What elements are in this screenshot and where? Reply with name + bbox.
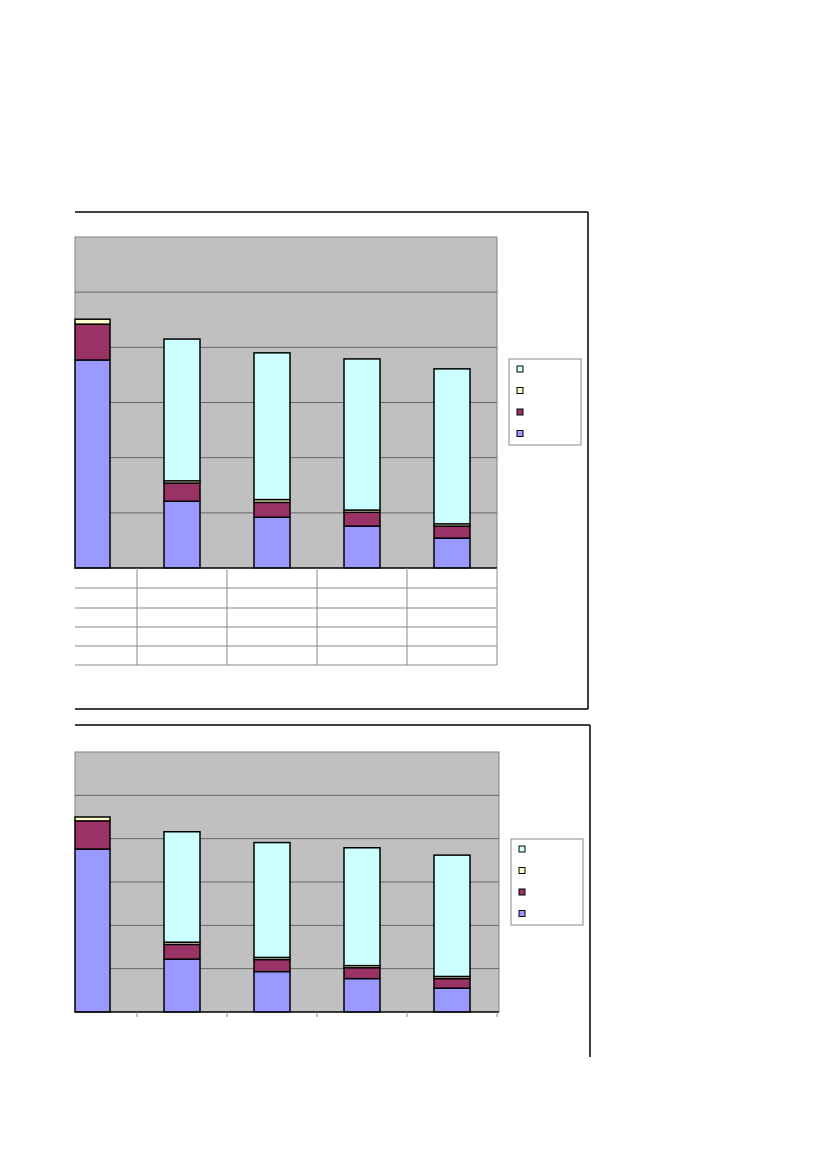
bar-segment-series-1 — [253, 970, 291, 1013]
bar-segment-series-2 — [343, 511, 381, 527]
bar-segment-series-1 — [343, 525, 381, 569]
legend-swatch-series-3 — [518, 867, 526, 874]
legend-swatch-series-2 — [516, 408, 524, 416]
legend-swatch-series-2 — [518, 888, 526, 896]
bar-segment-series-2 — [163, 943, 201, 960]
bar-segment-series-2 — [74, 323, 111, 361]
bar-segment-series-4 — [253, 352, 291, 501]
chart-2 — [74, 724, 591, 1057]
legend-swatch-series-4 — [518, 845, 526, 853]
bar-segment-series-2 — [433, 977, 471, 989]
bar-segment-series-2 — [433, 525, 471, 539]
bar-segment-series-3 — [74, 318, 111, 325]
bar-segment-series-4 — [163, 830, 201, 943]
bar-segment-series-1 — [163, 500, 201, 569]
bar-segment-series-1 — [74, 848, 111, 1013]
bar-segment-series-1 — [433, 987, 471, 1013]
bar-segment-series-1 — [343, 977, 381, 1013]
bar-segment-series-3 — [74, 816, 111, 822]
bar-segment-series-1 — [253, 516, 291, 569]
legend-swatch-series-3 — [516, 387, 524, 394]
bar-segment-series-1 — [74, 359, 111, 569]
chart-1 — [74, 211, 589, 710]
legend-swatch-series-1 — [518, 910, 526, 917]
legend-swatch-series-4 — [516, 365, 524, 373]
bar-segment-series-2 — [343, 967, 381, 980]
bar-segment-series-4 — [343, 847, 381, 967]
bar-segment-series-1 — [163, 958, 201, 1013]
bar-segment-series-4 — [163, 338, 201, 482]
bar-segment-series-2 — [74, 820, 111, 850]
bar-segment-series-2 — [253, 501, 291, 518]
bar-segment-series-2 — [163, 482, 201, 502]
bar-segment-series-2 — [253, 958, 291, 973]
legend-swatch-series-1 — [516, 430, 524, 437]
bar-segment-series-4 — [253, 841, 291, 959]
bar-segment-series-4 — [433, 368, 471, 525]
bar-segment-series-4 — [433, 854, 471, 978]
bar-segment-series-4 — [343, 358, 381, 511]
bar-segment-series-1 — [433, 537, 471, 569]
